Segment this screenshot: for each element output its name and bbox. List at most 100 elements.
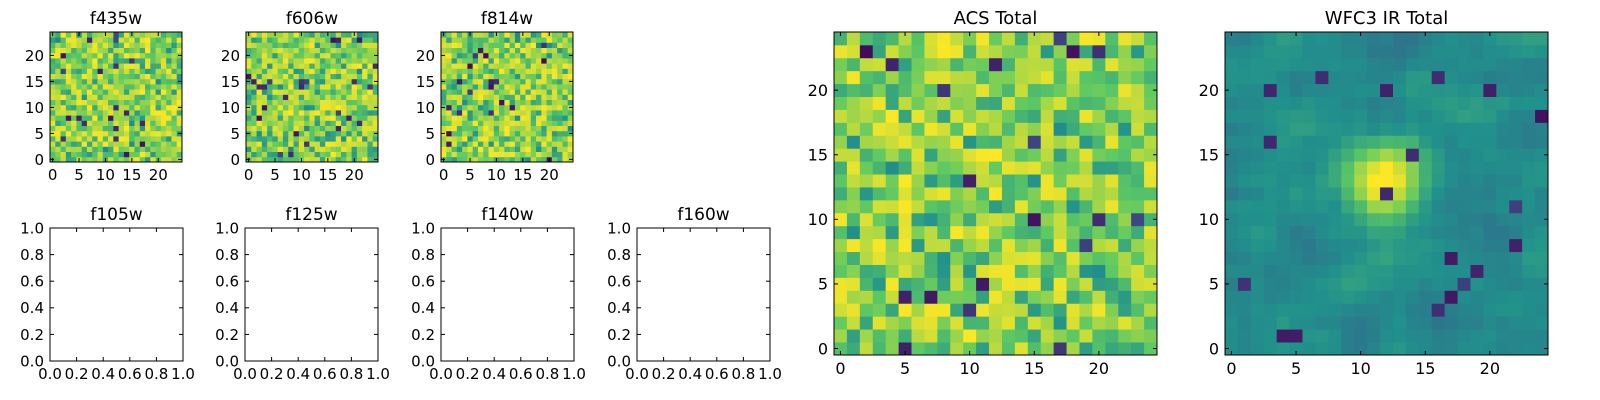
heatmap-cell [1066, 83, 1080, 97]
heatmap-cell [1225, 70, 1239, 85]
heatmap-cell [937, 109, 951, 123]
heatmap-cell [150, 156, 156, 163]
heatmap-cell [55, 146, 61, 152]
heatmap-cell [504, 141, 511, 147]
heatmap-cell [846, 174, 861, 188]
heatmap-cell [1392, 96, 1407, 110]
heatmap-cell [1131, 32, 1145, 46]
heatmap-cell [65, 156, 72, 163]
heatmap-cell [171, 73, 178, 80]
heatmap-cell [1431, 290, 1446, 304]
heatmap-cell [950, 135, 964, 149]
heatmap-cell [86, 136, 93, 142]
x-tick-label: 5 [465, 166, 475, 184]
heatmap-cell [1522, 148, 1536, 162]
heatmap-cell [60, 32, 67, 38]
heatmap-cell [530, 136, 537, 142]
heatmap-cell [911, 135, 925, 149]
heatmap-cell [1354, 329, 1368, 343]
heatmap-cell [1392, 212, 1407, 227]
x-tick-label: 1.0 [366, 365, 390, 383]
heatmap-cell [309, 99, 316, 106]
heatmap-cell [145, 42, 151, 48]
heatmap-cell [551, 120, 558, 126]
heatmap-cell [50, 89, 56, 95]
heatmap-cell [1496, 264, 1510, 278]
heatmap-cell [525, 58, 532, 64]
heatmap-cell [1118, 342, 1132, 356]
heatmap-cell [293, 73, 300, 80]
heatmap-cell [71, 115, 77, 121]
heatmap-cell [319, 120, 326, 126]
heatmap-cell [834, 83, 848, 97]
heatmap-cell [1225, 161, 1239, 175]
heatmap-cell [472, 94, 479, 100]
heatmap-cell [160, 125, 167, 132]
heatmap-cell [1079, 264, 1093, 278]
heatmap-cell [97, 63, 104, 69]
heatmap-cell [362, 136, 368, 142]
heatmap-cell [256, 130, 263, 137]
heatmap-cell [282, 32, 289, 38]
heatmap-cell [504, 130, 511, 137]
x-tick-label: 1.0 [758, 365, 782, 383]
heatmap-cell [171, 32, 178, 38]
heatmap-cell [1367, 187, 1381, 201]
heatmap-cell [150, 84, 156, 90]
heatmap-cell [859, 277, 874, 291]
heatmap-cell [898, 303, 912, 317]
heatmap-cell [123, 125, 130, 132]
heatmap-cell [462, 136, 468, 142]
heatmap-cell [346, 42, 352, 48]
heatmap-cell [1354, 199, 1368, 214]
heatmap-cell [282, 58, 289, 64]
heatmap-cell [504, 68, 511, 74]
heatmap-cell [267, 63, 273, 69]
x-tick-label: 0.6 [705, 365, 729, 383]
y-tick-label: 5 [818, 275, 828, 294]
heatmap-cell [1001, 83, 1016, 97]
heatmap-cell [541, 141, 547, 147]
heatmap-cell [171, 120, 178, 126]
heatmap-cell [129, 141, 135, 147]
heatmap-cell [155, 141, 162, 147]
heatmap-cell [129, 146, 135, 152]
heatmap-cell [451, 136, 458, 142]
heatmap-cell [937, 316, 951, 330]
heatmap-cell [1354, 96, 1368, 110]
heatmap-cell [251, 110, 257, 116]
heatmap-cell [139, 136, 146, 142]
heatmap-cell [976, 109, 990, 123]
heatmap-cell [123, 78, 130, 85]
heatmap-cell [499, 115, 505, 121]
heatmap-cell [139, 130, 146, 137]
heatmap-cell [50, 125, 56, 132]
heatmap-cell [97, 68, 104, 74]
heatmap-cell [319, 141, 326, 147]
heatmap-cell [97, 110, 104, 116]
y-tick-label: 1.0 [411, 219, 435, 237]
heatmap-cell [60, 52, 67, 59]
heatmap-cell [356, 52, 363, 59]
heatmap-cell [97, 47, 104, 54]
heatmap-cell [71, 68, 77, 74]
heatmap-cell [1380, 290, 1394, 304]
heatmap-cell [1522, 303, 1536, 317]
heatmap-cell [76, 73, 83, 80]
heatmap-cell [872, 70, 887, 85]
heatmap-cell [520, 47, 526, 54]
heatmap-cell [456, 78, 463, 85]
heatmap-cell [1483, 57, 1497, 72]
heatmap-cell [1341, 44, 1355, 59]
heatmap-cell [1457, 109, 1471, 123]
heatmap-cell [441, 84, 447, 90]
heatmap-cell [963, 212, 977, 227]
heatmap-cell [81, 120, 88, 126]
heatmap-cell [467, 125, 474, 132]
heatmap-cell [834, 57, 848, 72]
heatmap-cell [504, 84, 511, 90]
heatmap-cell [462, 89, 468, 95]
heatmap-cell [65, 42, 72, 48]
heatmap-cell [1302, 109, 1316, 123]
heatmap-cell [166, 130, 172, 137]
